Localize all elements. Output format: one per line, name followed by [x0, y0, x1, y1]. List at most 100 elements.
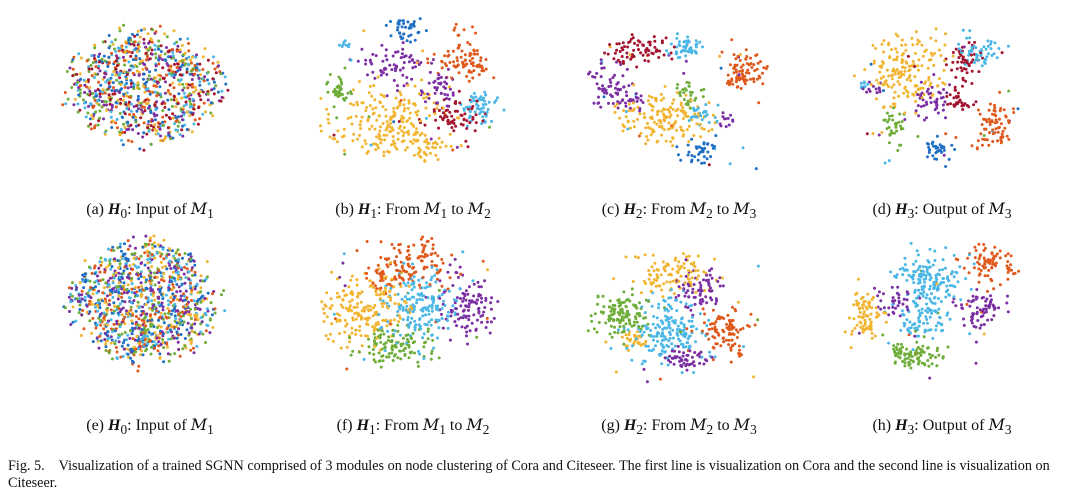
scatter-point: [330, 322, 334, 326]
scatter-point: [872, 61, 876, 65]
scatter-point: [71, 320, 75, 324]
scatter-point: [689, 308, 693, 312]
scatter-point: [161, 115, 165, 119]
scatter-point: [155, 336, 159, 340]
scatter-point: [171, 270, 175, 274]
scatter-point: [104, 72, 108, 76]
scatter-point: [167, 131, 171, 135]
scatter-point: [402, 349, 405, 353]
scatter-point: [336, 91, 340, 95]
math-symbol: H: [895, 201, 908, 218]
scatter-point: [942, 153, 946, 157]
scatter-point: [436, 277, 439, 281]
scatter-point: [98, 52, 102, 56]
scatter-point: [974, 100, 978, 104]
scatter-point: [882, 89, 885, 93]
scatter-point: [479, 110, 483, 114]
scatter-point: [148, 257, 152, 261]
scatter-point: [702, 142, 706, 146]
scatter-point: [164, 59, 168, 62]
scatter-point: [129, 79, 133, 82]
scatter-point: [985, 120, 989, 124]
scatter-point: [363, 139, 367, 143]
scatter-point: [401, 120, 405, 124]
scatter-point: [166, 352, 170, 356]
scatter-point: [686, 102, 690, 106]
scatter-point: [414, 323, 418, 327]
scatter-point: [367, 115, 371, 119]
scatter-point: [102, 54, 106, 58]
scatter-point: [359, 127, 362, 130]
scatter-point: [760, 71, 764, 75]
scatter-point: [130, 359, 134, 363]
scatter-point: [681, 283, 685, 287]
scatter-point: [177, 327, 181, 331]
scatter-point: [173, 73, 177, 77]
scatter-point: [134, 322, 138, 326]
scatter-point: [423, 92, 426, 96]
scatter-point: [435, 86, 439, 90]
scatter-point: [168, 247, 172, 251]
scatter-point: [744, 48, 748, 52]
scatter-point: [992, 109, 996, 112]
scatter-point: [410, 77, 414, 81]
scatter-point: [135, 104, 139, 108]
scatter-point: [108, 85, 112, 89]
scatter-point: [379, 297, 382, 300]
scatter-point: [177, 120, 181, 124]
scatter-point: [382, 154, 386, 158]
scatter-point: [114, 67, 118, 71]
scatter-point: [445, 64, 448, 68]
scatter-point: [144, 278, 148, 282]
scatter-point: [467, 69, 471, 73]
scatter-point: [109, 115, 113, 119]
scatter-point: [740, 72, 744, 76]
scatter-point: [979, 132, 983, 136]
scatter-point: [178, 79, 182, 83]
scatter-point: [419, 89, 423, 93]
scatter-point: [409, 140, 413, 143]
scatter-point: [99, 332, 103, 336]
scatter-point: [111, 119, 115, 123]
scatter-point: [169, 300, 173, 304]
scatter-point: [372, 306, 375, 310]
scatter-point: [186, 321, 190, 325]
scatter-point: [171, 116, 175, 120]
scatter-point: [412, 275, 416, 279]
scatter-point: [135, 109, 139, 113]
scatter-point: [194, 55, 198, 59]
scatter-point: [476, 104, 480, 108]
scatter-point: [976, 139, 980, 143]
scatter-point: [176, 62, 180, 66]
scatter-point: [490, 296, 494, 300]
scatter-point: [866, 82, 870, 86]
scatter-point: [601, 84, 604, 88]
scatter-point: [190, 326, 194, 330]
scatter-point: [687, 319, 691, 323]
scatter-point: [439, 82, 442, 86]
scatter-point: [644, 142, 648, 146]
scatter-point: [384, 54, 388, 58]
scatter-point: [656, 339, 659, 343]
scatter-point: [142, 77, 145, 81]
scatter-point: [100, 100, 104, 103]
scatter-point: [111, 295, 115, 299]
scatter-point: [422, 96, 426, 100]
scatter-point: [399, 99, 403, 102]
scatter-point: [624, 344, 628, 348]
scatter-point: [92, 76, 96, 80]
scatter-point: [112, 249, 116, 252]
scatter-point: [159, 311, 163, 315]
scatter-point: [948, 93, 952, 97]
scatter-point: [433, 86, 437, 89]
scatter-point: [921, 98, 925, 102]
scatter-point: [433, 112, 437, 116]
scatter-point: [670, 57, 674, 61]
scatter-point: [755, 53, 759, 57]
scatter-point: [373, 304, 377, 307]
scatter-point: [430, 349, 434, 353]
scatter-point: [466, 292, 470, 296]
scatter-point: [702, 87, 706, 91]
scatter-point: [157, 243, 160, 247]
scatter-point: [74, 83, 78, 87]
